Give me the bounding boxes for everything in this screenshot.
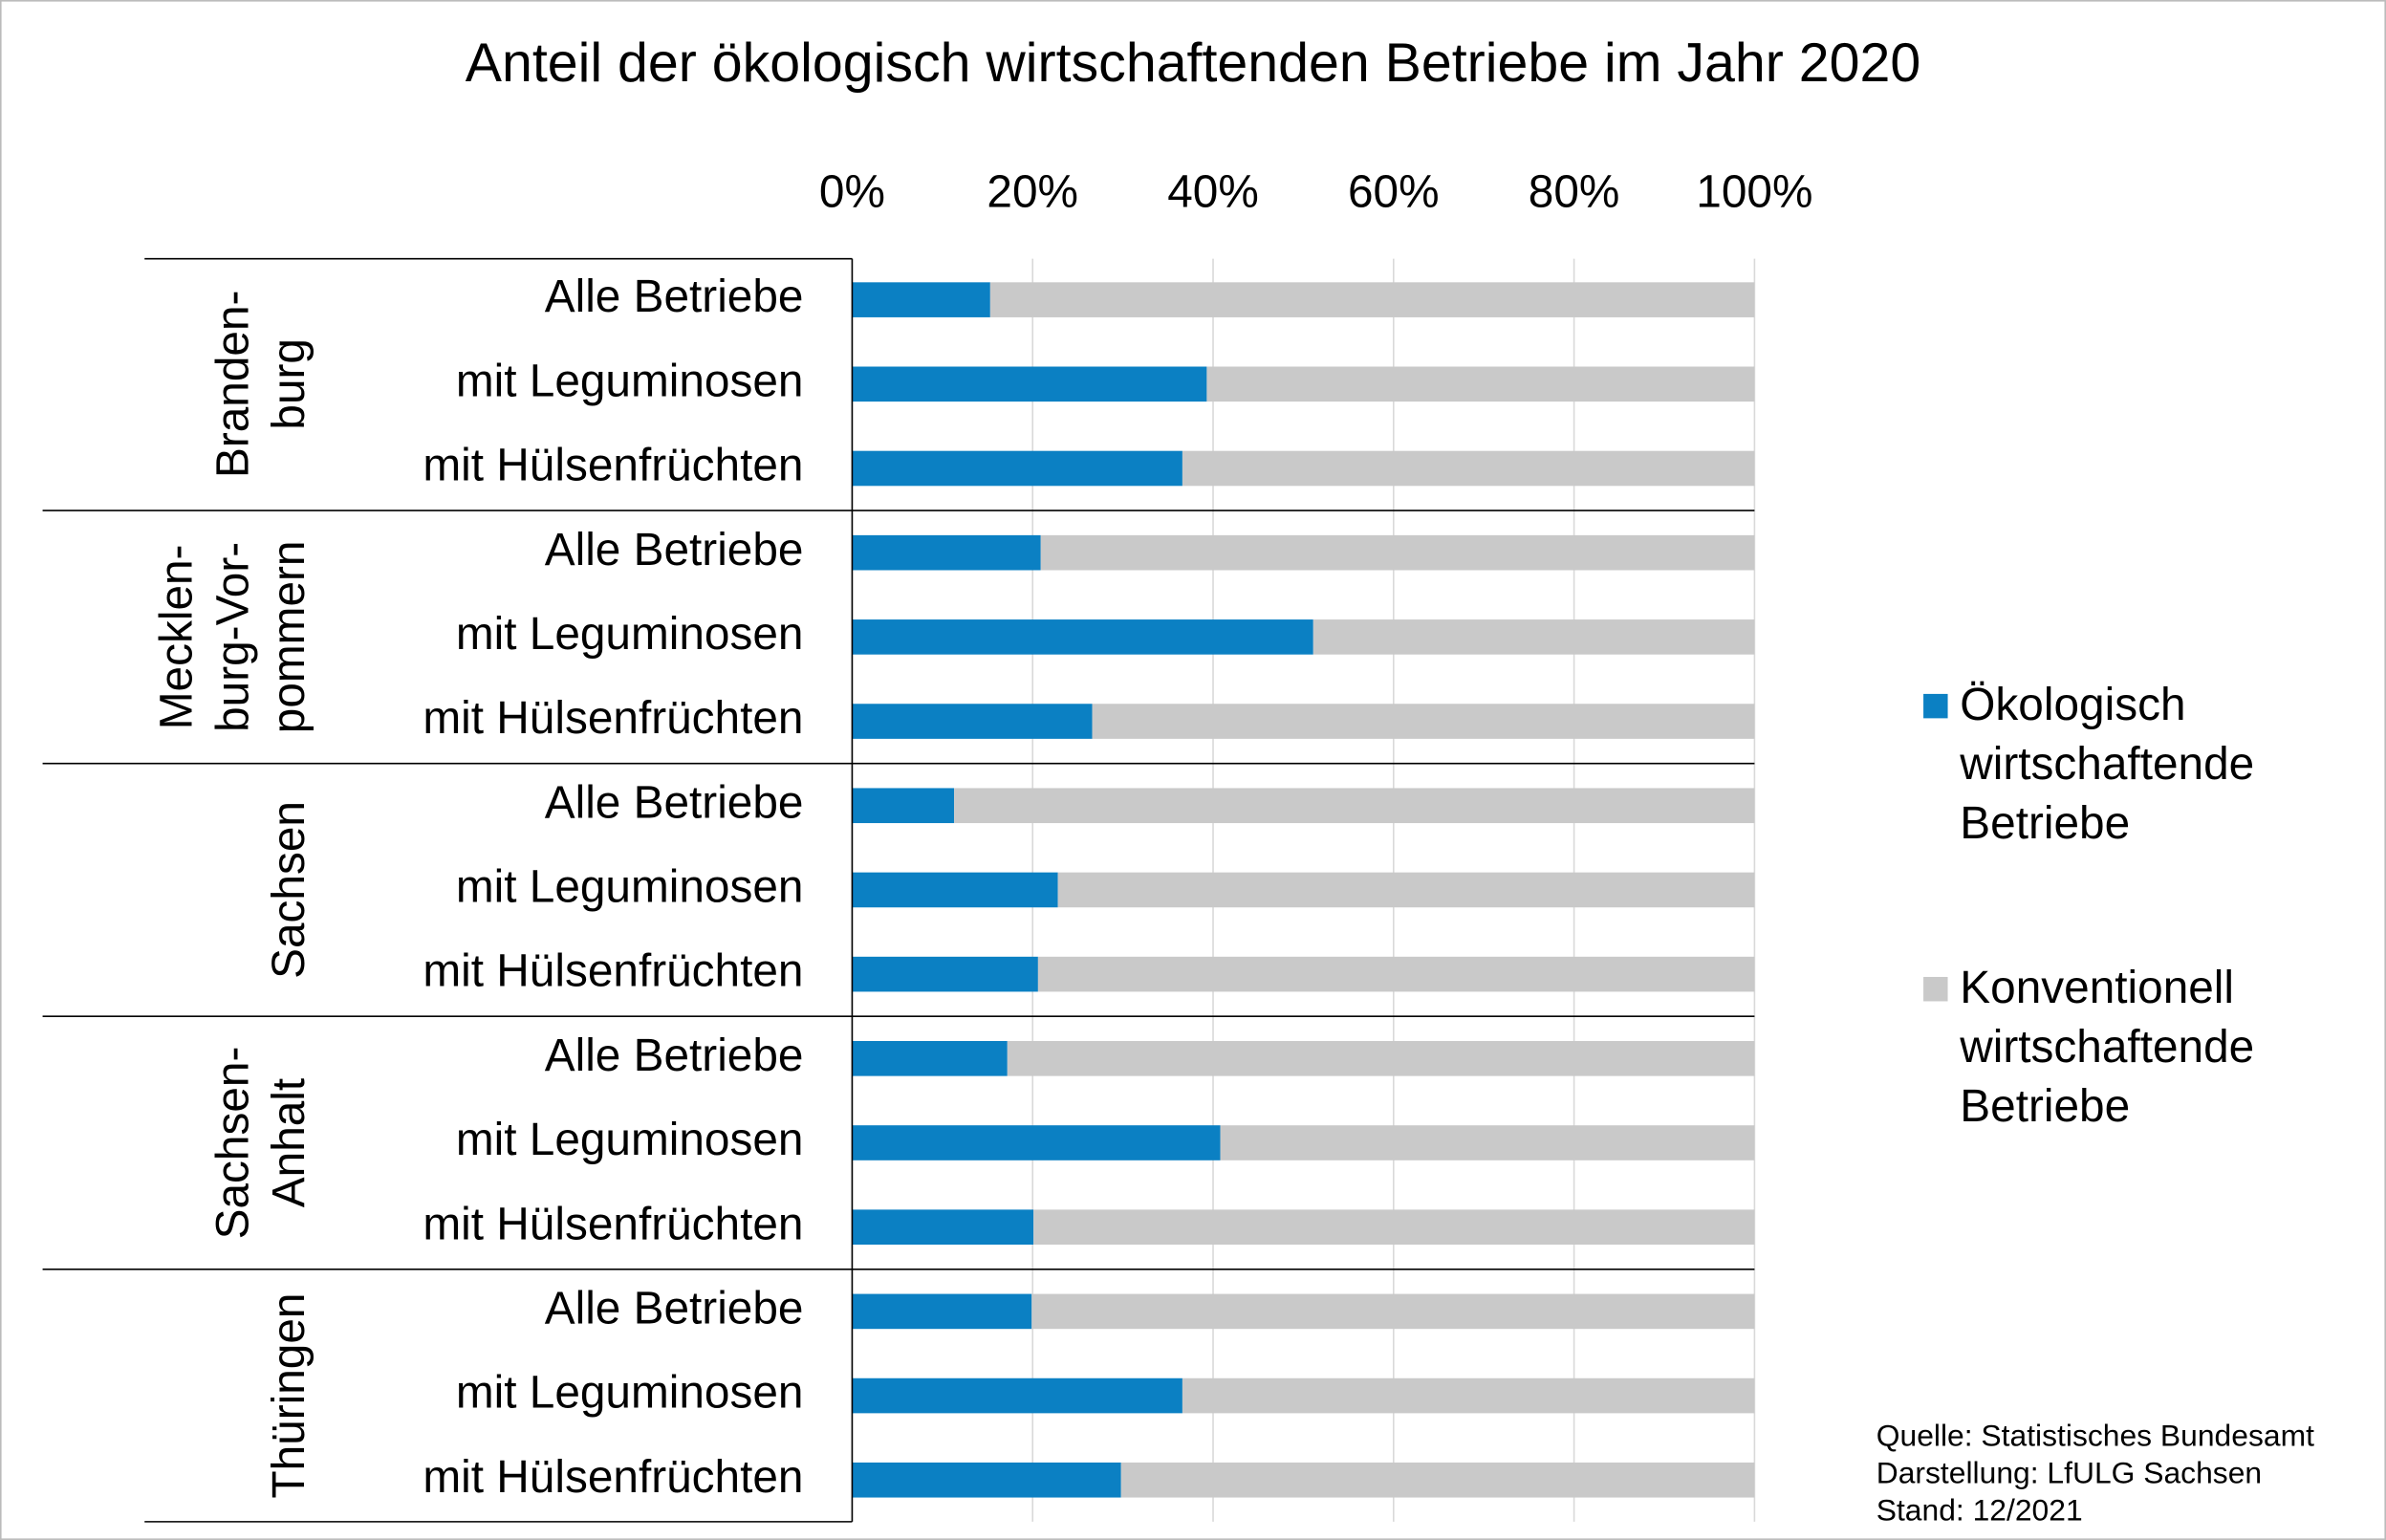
y-tick-label: mit Hülsenfrüchten (423, 441, 803, 491)
bar-segment (852, 282, 990, 317)
bar-segment (852, 872, 1058, 908)
bar-segment (852, 788, 955, 824)
legend-entry: Konventionell wirtschaftende Betriebe (1960, 963, 2255, 1133)
x-tick-label: 100% (1696, 166, 1812, 217)
group-label: Anhalt (264, 1078, 315, 1207)
bar-segment (1206, 366, 1755, 402)
y-tick-label: mit Hülsenfrüchten (423, 693, 803, 744)
bar-segment (852, 1462, 1121, 1498)
bar-segment (1220, 1125, 1755, 1160)
y-tick-label: mit Hülsenfrüchten (423, 1452, 803, 1503)
x-tick-label: 0% (819, 166, 885, 217)
group-label: burg (264, 338, 315, 430)
group-label: Sachsen (264, 801, 315, 979)
bar-segment (852, 1041, 1008, 1076)
x-tick-label: 40% (1167, 166, 1259, 217)
bar-segment (852, 956, 1038, 992)
y-tick-label: Alle Betriebe (545, 525, 804, 575)
legend-entry: Ökologisch wirtschaftende Betriebe (1960, 680, 2255, 850)
bar-segment (1031, 1293, 1755, 1330)
x-tick-label: 20% (987, 166, 1078, 217)
bar-segment (852, 366, 1207, 402)
y-tick-label: mit Hülsenfrüchten (423, 1199, 803, 1249)
legend-swatch (1923, 693, 1948, 719)
source-note: Quelle: Statistisches Bundesamt (1876, 1419, 2314, 1453)
bar-segment (1092, 704, 1755, 739)
bar-segment (852, 704, 1093, 739)
bar-segment (1033, 1209, 1755, 1245)
y-tick-label: mit Hülsenfrüchten (423, 946, 803, 997)
group-label: Sachsen- (207, 1047, 258, 1240)
group-label: burg-Vor- (207, 542, 258, 732)
legend-label: Ökologisch wirtschaftende Betriebe (1960, 680, 2255, 850)
bar-segment (852, 1293, 1032, 1330)
y-tick-label: Alle Betriebe (545, 777, 804, 828)
bar-segment (989, 282, 1755, 317)
bar-segment (852, 1125, 1221, 1160)
bar-segment (1037, 956, 1755, 992)
chart-title: Anteil der ökologisch wirtschaftenden Be… (466, 33, 1920, 94)
group-label: Branden- (207, 291, 258, 478)
y-tick-label: Alle Betriebe (545, 1283, 804, 1334)
y-tick-label: Alle Betriebe (545, 271, 804, 322)
bar-segment (852, 1209, 1034, 1245)
bar-segment (1040, 534, 1755, 571)
y-tick-label: mit Leguminosen (456, 862, 804, 913)
source-note: Darstellung: LfULG Sachsen (1876, 1456, 2262, 1490)
bar-segment (1007, 1041, 1755, 1076)
bar-segment (1312, 619, 1755, 655)
bar-segment (852, 1377, 1182, 1414)
legend-label: Konventionell wirtschaftende Betriebe (1960, 963, 2255, 1133)
group-label: Mecklen- (151, 545, 202, 730)
legend-swatch (1923, 976, 1948, 1002)
group-label: pommern (264, 541, 315, 734)
group-label: Thüringen (264, 1293, 315, 1499)
y-tick-label: mit Leguminosen (456, 1368, 804, 1419)
y-tick-label: mit Leguminosen (456, 1115, 804, 1165)
bar-segment (852, 534, 1041, 571)
y-tick-label: Alle Betriebe (545, 1030, 804, 1081)
y-tick-label: mit Leguminosen (456, 356, 804, 406)
source-note: Stand: 12/2021 (1876, 1493, 2083, 1528)
x-tick-label: 60% (1348, 166, 1440, 217)
x-tick-label: 80% (1529, 166, 1620, 217)
bar-segment (1182, 450, 1755, 487)
bar-segment (954, 788, 1755, 824)
bar-segment (1057, 872, 1755, 908)
bar-segment (852, 450, 1182, 487)
bar-segment (1120, 1462, 1755, 1498)
bar-segment (852, 619, 1313, 655)
y-tick-label: mit Leguminosen (456, 609, 804, 660)
bar-segment (1182, 1377, 1755, 1414)
